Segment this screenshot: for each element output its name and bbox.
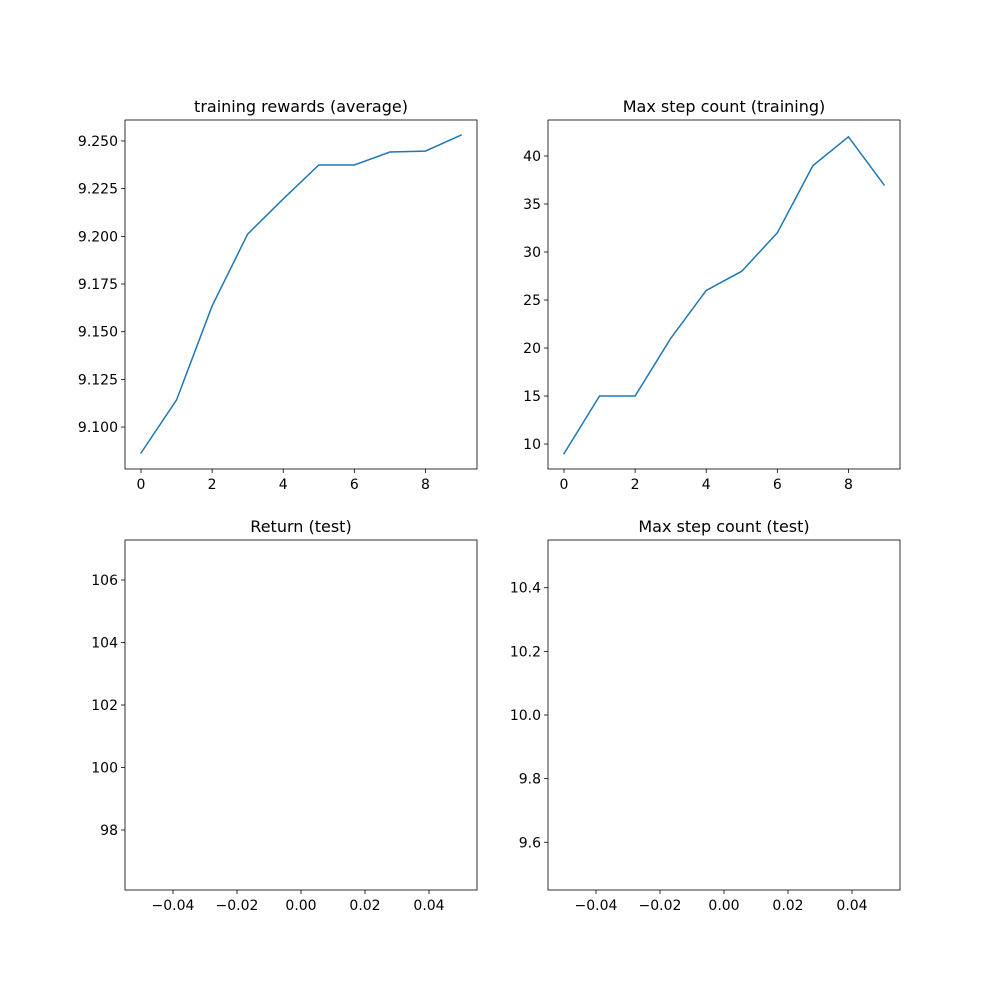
x-tick-label: −0.02 <box>639 898 682 914</box>
x-tick-label: 8 <box>844 477 853 493</box>
y-tick-label: 98 <box>100 823 118 839</box>
chart-title: Return (test) <box>250 517 351 536</box>
x-tick-label: 4 <box>702 477 711 493</box>
y-tick-label: 9.125 <box>78 372 118 388</box>
x-tick-label: 0.02 <box>772 898 803 914</box>
x-tick-label: 0.00 <box>708 898 739 914</box>
axes-frame <box>124 539 478 891</box>
x-tick-label: 6 <box>350 477 359 493</box>
y-tick-label: 25 <box>523 293 541 309</box>
axes-frame <box>547 119 901 470</box>
y-tick-label: 9.225 <box>78 182 118 198</box>
x-tick-label: 8 <box>421 477 430 493</box>
x-tick-label: 2 <box>631 477 640 493</box>
chart-title: training rewards (average) <box>194 97 408 116</box>
x-tick-label: 4 <box>279 477 288 493</box>
x-tick-label: 0 <box>560 477 569 493</box>
x-tick-label: 2 <box>208 477 217 493</box>
y-tick-label: 104 <box>91 636 118 652</box>
y-tick-label: 106 <box>91 573 118 589</box>
y-tick-label: 35 <box>523 197 541 213</box>
x-tick-label: −0.04 <box>575 898 618 914</box>
x-tick-label: −0.04 <box>152 898 195 914</box>
chart-title: Max step count (test) <box>638 517 809 536</box>
y-tick-label: 9.6 <box>519 835 541 851</box>
y-tick-label: 102 <box>91 698 118 714</box>
axes-frame <box>547 539 901 891</box>
y-tick-label: 10.2 <box>510 644 541 660</box>
y-tick-label: 30 <box>523 245 541 261</box>
x-tick-label: 0.00 <box>285 898 316 914</box>
axes-frame <box>124 119 478 470</box>
y-tick-label: 9.150 <box>78 325 118 341</box>
x-tick-label: −0.02 <box>216 898 259 914</box>
x-tick-label: 0.04 <box>413 898 444 914</box>
x-tick-label: 6 <box>773 477 782 493</box>
data-line <box>139 134 462 455</box>
y-tick-label: 10.0 <box>510 708 541 724</box>
y-tick-label: 9.100 <box>78 420 118 436</box>
y-tick-label: 10 <box>523 437 541 453</box>
x-tick-label: 0.02 <box>349 898 380 914</box>
y-tick-label: 9.175 <box>78 277 118 293</box>
y-tick-label: 10.4 <box>510 581 541 597</box>
y-tick-label: 100 <box>91 761 118 777</box>
y-tick-label: 20 <box>523 341 541 357</box>
y-tick-label: 40 <box>523 149 541 165</box>
x-tick-label: 0.04 <box>836 898 867 914</box>
data-line <box>562 135 886 455</box>
chart-title: Max step count (training) <box>623 97 826 116</box>
y-tick-label: 15 <box>523 389 541 405</box>
y-tick-label: 9.8 <box>519 772 541 788</box>
x-tick-label: 0 <box>137 477 146 493</box>
y-tick-label: 9.200 <box>78 229 118 245</box>
y-tick-label: 9.250 <box>78 134 118 150</box>
